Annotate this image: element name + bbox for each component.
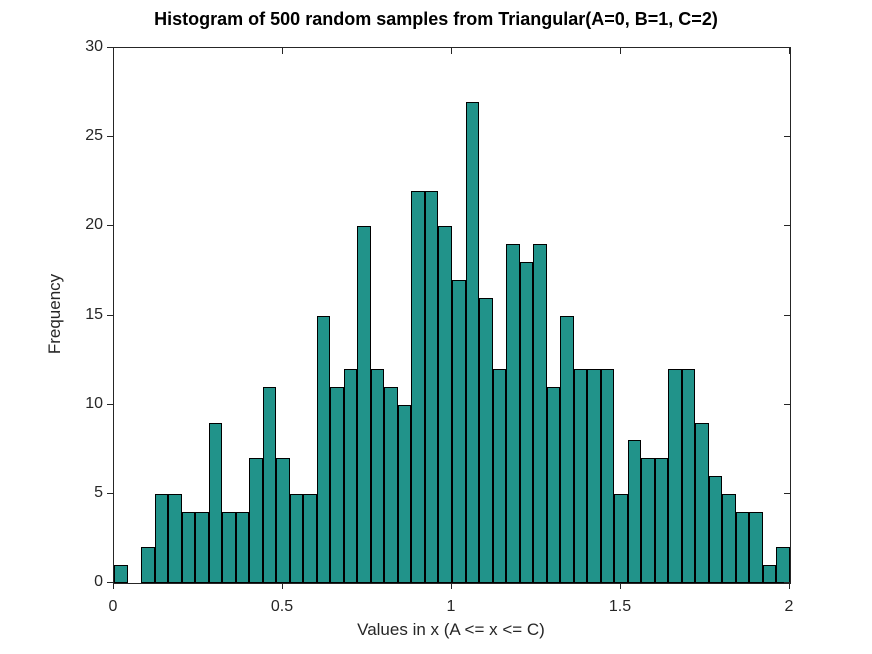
histogram-bar	[600, 369, 615, 583]
histogram-bar	[465, 101, 480, 583]
x-tick-label: 0.5	[270, 598, 294, 615]
histogram-bar	[222, 511, 236, 583]
histogram-bar	[668, 369, 682, 583]
histogram-bar	[546, 386, 561, 583]
histogram-bar	[762, 565, 777, 583]
histogram-bar	[533, 244, 547, 583]
histogram-bar	[411, 190, 425, 583]
histogram-bar	[114, 565, 128, 583]
x-axis-label: Values in x (A <= x <= C)	[357, 620, 545, 639]
histogram-bar	[370, 369, 385, 583]
chart-title: Histogram of 500 random samples from Tri…	[154, 9, 718, 29]
histogram-bar	[681, 369, 696, 583]
y-tick-label: 20	[85, 216, 103, 234]
axis-tick	[113, 48, 114, 54]
histogram-bar	[384, 386, 398, 583]
axis-tick	[784, 314, 790, 316]
y-tick-label: 10	[85, 394, 103, 412]
histogram-bar	[357, 226, 371, 583]
axis-tick	[784, 403, 790, 405]
histogram-bar	[695, 422, 709, 583]
axis-tick	[282, 583, 283, 589]
axis-tick	[107, 47, 113, 48]
y-tick-label: 15	[85, 305, 103, 323]
histogram-bar	[343, 369, 358, 583]
histogram-bar	[316, 315, 331, 583]
x-tick-label: 1	[446, 598, 456, 615]
plot-area	[113, 47, 791, 584]
y-tick-label: 0	[94, 573, 103, 590]
histogram-bar	[262, 386, 277, 583]
histogram-bar	[735, 511, 750, 583]
histogram-bar	[627, 440, 642, 583]
axis-tick	[107, 492, 113, 494]
histogram-bar	[654, 458, 669, 583]
x-tick-label: 1.5	[608, 598, 632, 615]
histogram-bar	[141, 547, 155, 583]
x-tick-label: 2	[784, 598, 794, 615]
axis-tick	[107, 403, 113, 405]
histogram-bar	[181, 511, 196, 583]
axis-tick	[107, 136, 113, 138]
histogram-bar	[208, 422, 223, 583]
axis-tick	[784, 47, 790, 48]
bars-layer	[114, 48, 790, 583]
histogram-bar	[397, 404, 412, 583]
histogram-bar	[195, 511, 209, 583]
axis-tick	[789, 583, 790, 589]
histogram-bar	[492, 369, 507, 583]
histogram-bar	[289, 493, 304, 583]
histogram-bar	[614, 493, 628, 583]
histogram-bar	[708, 476, 723, 583]
axis-tick	[784, 492, 790, 494]
histogram-bar	[330, 386, 344, 583]
y-tick-label: 5	[94, 483, 103, 501]
histogram-bar	[235, 511, 250, 583]
axis-tick	[282, 48, 283, 54]
histogram-bar	[506, 244, 520, 583]
histogram-bar	[749, 511, 763, 583]
histogram-bar	[722, 493, 736, 583]
axis-tick	[107, 582, 113, 583]
histogram-bar	[560, 315, 574, 583]
x-tick-label: 0	[108, 598, 118, 615]
histogram-bar	[438, 226, 452, 583]
histogram-bar	[303, 493, 317, 583]
axis-tick	[620, 583, 621, 589]
axis-tick	[789, 48, 790, 54]
axis-tick	[784, 136, 790, 138]
histogram-bar	[573, 369, 588, 583]
histogram-bar	[276, 458, 290, 583]
histogram-bar	[424, 190, 439, 583]
axis-tick	[113, 583, 114, 589]
histogram-bar	[154, 493, 169, 583]
y-tick-label: 25	[85, 127, 103, 145]
axis-tick	[620, 48, 621, 54]
y-tick-label: 30	[85, 38, 103, 55]
histogram-bar	[168, 493, 182, 583]
axis-tick	[107, 225, 113, 227]
axis-tick	[784, 225, 790, 227]
histogram-bar	[249, 458, 263, 583]
axis-tick	[451, 48, 452, 54]
axis-tick	[784, 582, 790, 583]
histogram-bar	[452, 279, 466, 583]
histogram-bar	[776, 547, 790, 583]
histogram-bar	[519, 262, 534, 583]
histogram-bar	[479, 297, 493, 583]
histogram-bar	[587, 369, 601, 583]
histogram-bar	[641, 458, 655, 583]
axis-tick	[107, 314, 113, 316]
axis-tick	[451, 583, 452, 589]
